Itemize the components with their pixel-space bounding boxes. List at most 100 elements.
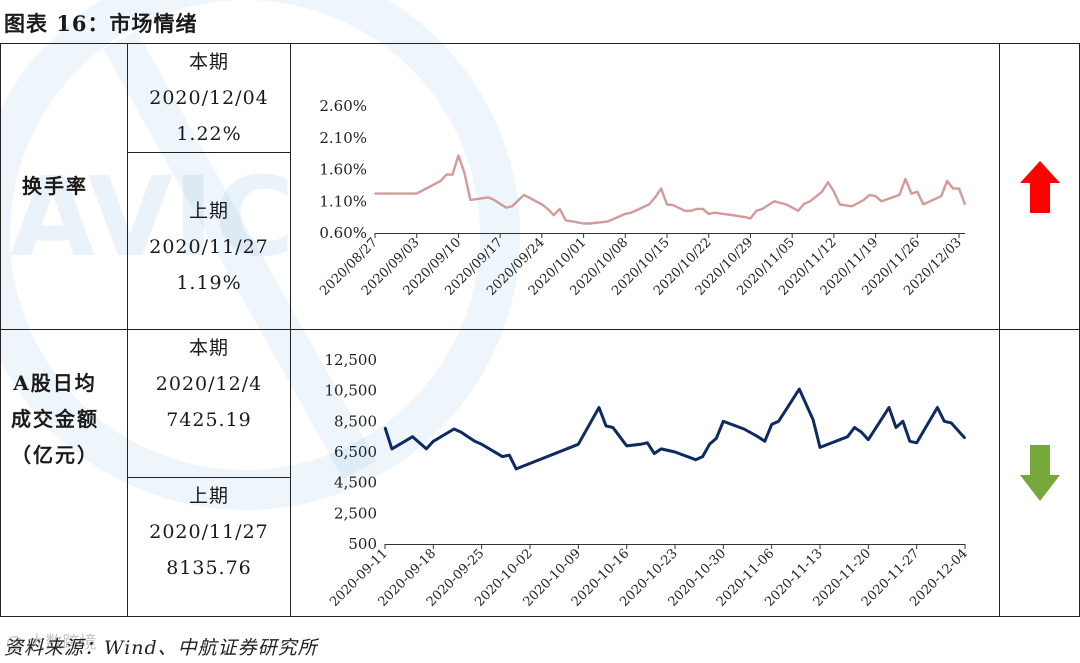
previous-value: 1.19%	[176, 272, 242, 294]
data-point	[558, 208, 561, 210]
data-point	[915, 442, 918, 444]
data-point	[910, 192, 913, 195]
y-tick-label: 1.10%	[319, 192, 367, 210]
data-point	[850, 205, 853, 208]
data-point	[690, 209, 692, 212]
turnover-line-chart: 0.60%1.10%1.60%2.10%2.60%2020/08/272020/…	[317, 97, 967, 299]
data-point	[895, 426, 897, 429]
data-point	[958, 187, 960, 190]
data-point	[701, 455, 704, 458]
y-tick-label: 4,500	[334, 474, 377, 492]
data-point	[467, 435, 469, 438]
data-point	[964, 203, 966, 206]
data-point	[564, 219, 567, 222]
data-point	[936, 406, 939, 409]
data-point	[777, 420, 780, 423]
data-point	[833, 190, 835, 193]
data-point	[791, 206, 793, 209]
data-point	[684, 209, 686, 212]
data-point	[803, 202, 805, 205]
data-point	[660, 448, 662, 450]
y-tick-label: 12,500	[325, 351, 378, 369]
current-date: 2020/12/04	[149, 87, 269, 109]
data-point	[541, 203, 543, 206]
data-point	[612, 426, 614, 429]
data-point	[460, 431, 462, 433]
data-point	[701, 208, 704, 210]
data-point	[946, 180, 948, 182]
data-point	[860, 431, 863, 433]
data-point	[630, 211, 633, 214]
data-point	[457, 154, 460, 157]
data-point	[853, 426, 856, 429]
data-point	[722, 420, 725, 423]
data-point	[785, 203, 788, 206]
data-point	[653, 452, 656, 455]
data-point	[696, 208, 698, 210]
data-point	[439, 180, 442, 182]
data-point	[511, 205, 513, 208]
data-point	[618, 435, 621, 438]
y-tick-label: 1.60%	[319, 161, 367, 179]
y-tick-label: 0.60%	[319, 224, 367, 242]
data-point	[391, 448, 393, 450]
data-point	[469, 199, 472, 201]
data-point	[515, 468, 517, 470]
data-point	[880, 200, 883, 203]
data-point	[846, 435, 849, 438]
market-sentiment-table: 换手率 本期 2020/12/04 1.22% 上期 2020/11/27 1.…	[0, 43, 1080, 617]
data-point	[547, 208, 549, 210]
data-point	[648, 203, 650, 206]
data-point	[384, 426, 386, 429]
current-value: 1.22%	[176, 123, 242, 145]
data-point	[694, 458, 697, 461]
data-point	[598, 406, 600, 409]
row-name-turnover: 换手率	[22, 174, 88, 198]
current-date: 2020/12/4	[155, 373, 263, 395]
previous-period-cell: 上期 2020/11/27 1.19%	[128, 153, 290, 329]
previous-date: 2020/11/27	[149, 521, 269, 543]
data-point	[757, 435, 759, 438]
previous-label: 上期	[188, 200, 229, 222]
data-point	[797, 209, 799, 212]
data-point	[605, 425, 607, 427]
data-point	[606, 220, 609, 223]
data-point	[654, 196, 656, 199]
data-point	[577, 443, 580, 446]
previous-value: 8135.76	[166, 557, 252, 579]
row-name-amount: A股日均 成交金额 （亿元）	[11, 371, 99, 467]
current-label: 本期	[188, 51, 229, 73]
data-point	[415, 192, 418, 195]
data-point	[715, 437, 718, 439]
data-point	[819, 446, 821, 449]
data-point	[770, 423, 773, 426]
data-point	[625, 445, 628, 447]
data-point	[463, 171, 466, 174]
data-point	[743, 428, 745, 430]
data-point	[505, 206, 507, 209]
y-tick-label: 6,500	[334, 443, 377, 461]
current-value: 7425.19	[166, 409, 252, 431]
data-point	[888, 406, 890, 409]
data-point	[731, 214, 734, 217]
data-point	[862, 199, 865, 201]
data-point	[902, 420, 904, 423]
data-point	[493, 199, 495, 201]
data-point	[964, 437, 966, 439]
figure-title: 图表 16：市场情绪	[4, 11, 198, 36]
source-note: 资料来源：Wind、中航证券研究所	[4, 637, 318, 659]
data-point	[639, 443, 642, 446]
series-line	[383, 387, 967, 471]
data-point	[821, 190, 823, 193]
data-point	[898, 194, 901, 196]
data-point	[445, 173, 448, 176]
data-point	[904, 178, 907, 180]
data-point	[707, 213, 710, 215]
data-point	[508, 454, 511, 456]
data-point	[749, 217, 752, 220]
y-tick-label: 500	[348, 535, 377, 553]
amount-line-chart: 5002,5004,5006,5008,50010,50012,5002020-…	[325, 351, 971, 610]
data-point	[425, 448, 428, 450]
data-point	[552, 214, 555, 217]
data-point	[868, 194, 871, 196]
